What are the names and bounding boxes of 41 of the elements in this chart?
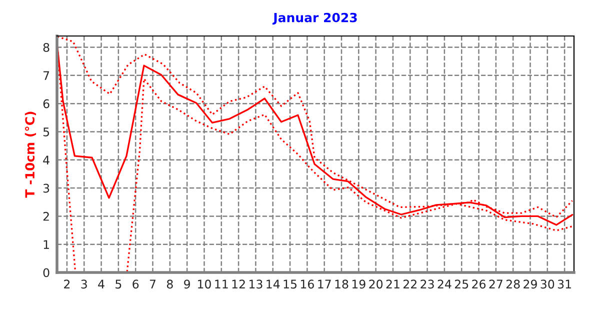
x-tick-label: 20 [369,280,383,289]
y-tick-label: 0 [43,268,50,278]
x-tick-label: 13 [249,280,262,289]
y-axis-title: T -10cm (°C) [24,112,36,198]
x-tick-label: 8 [166,280,173,289]
y-tick-label: 1 [44,240,49,249]
x-tick-label: 22 [403,280,416,288]
y-tick-label: 3 [43,184,50,193]
x-tick-label: 26 [472,280,486,289]
x-tick-label: 6 [132,280,139,289]
y-tick-label: 5 [43,128,50,136]
y-tick-label: 8 [43,42,50,52]
x-tick-label: 30 [540,280,554,289]
y-tick-label: 4 [43,156,50,164]
x-tick-label: 5 [116,280,122,289]
x-tick-label: 27 [489,280,502,288]
x-tick-label: 10 [198,280,211,289]
y-tick-label: 2 [43,212,49,221]
chart-title: Januar 2023 [272,12,357,25]
x-tick-label: 3 [81,280,87,289]
x-tick-label: 9 [184,280,190,289]
x-tick-label: 11 [215,280,228,288]
x-tick-label: 28 [506,280,520,289]
x-tick-label: 4 [98,280,104,288]
y-tick-label: 7 [44,71,50,80]
x-tick-label: 23 [420,280,434,289]
x-tick-label: 18 [335,280,348,289]
y-tick-label: 6 [43,99,50,108]
x-tick-label: 19 [352,280,366,289]
x-tick-label: 15 [284,280,296,289]
x-tick-label: 29 [524,280,537,289]
x-tick-label: 12 [232,280,245,288]
x-tick-label: 16 [300,280,314,289]
x-tick-label: 7 [150,280,156,288]
x-tick-label: 24 [438,280,452,288]
x-tick-label: 14 [266,280,280,288]
x-tick-label: 17 [318,280,331,288]
x-tick-label: 25 [454,280,468,289]
x-tick-label: 31 [558,280,571,289]
x-tick-label: 21 [386,280,400,288]
x-tick-label: 2 [64,280,70,288]
